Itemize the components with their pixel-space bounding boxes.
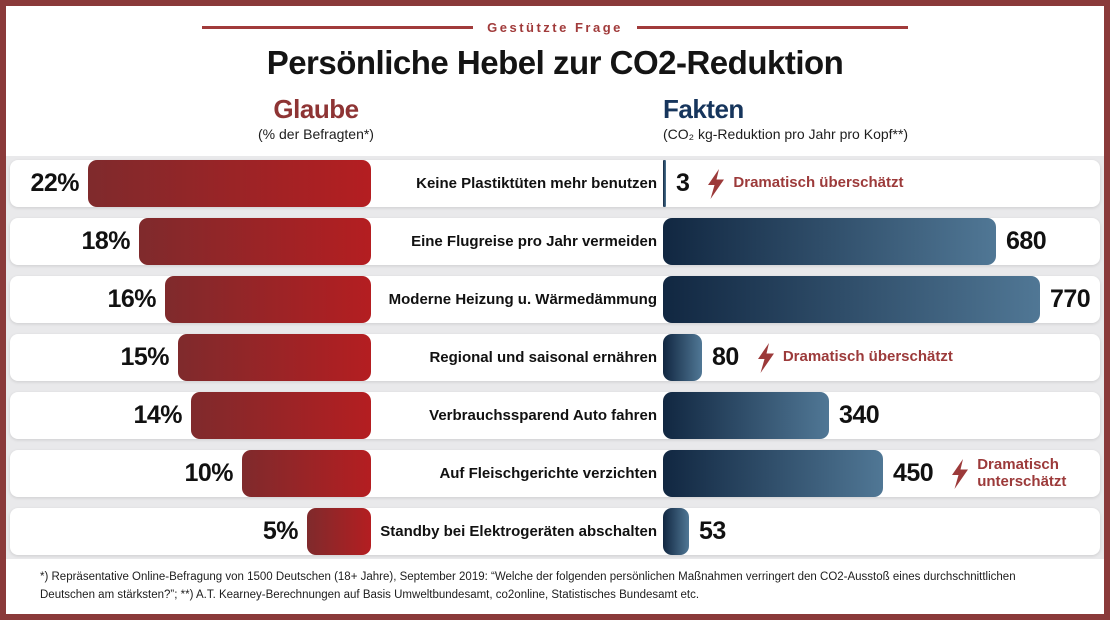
- belief-column-title: Glaube: [273, 94, 359, 124]
- facts-column-title: Fakten: [663, 94, 744, 124]
- belief-column-header: Glaube (% der Befragten*): [166, 94, 466, 142]
- belief-percent-label: 16%: [107, 285, 156, 313]
- belief-bar: [178, 334, 371, 381]
- kicker-right-rule: [636, 26, 908, 29]
- measure-label: Keine Plastiktüten mehr benutzen: [416, 175, 657, 192]
- fact-bar: [663, 450, 883, 497]
- chart-rows: 22% Keine Plastiktüten mehr benutzen 3 D…: [6, 156, 1104, 559]
- measure-label: Regional und saisonal ernähren: [429, 349, 657, 366]
- belief-section: 16%: [10, 276, 371, 323]
- column-headers: Glaube (% der Befragten*) Fakten (CO₂ kg…: [6, 94, 1104, 156]
- belief-percent-label: 22%: [30, 169, 79, 197]
- belief-section: 15%: [10, 334, 371, 381]
- measure-label: Eine Flugreise pro Jahr vermeiden: [411, 233, 657, 250]
- belief-percent-label: 18%: [81, 227, 130, 255]
- facts-section: 3 Dramatisch überschätzt: [663, 160, 1100, 207]
- facts-section: 770: [663, 276, 1100, 323]
- belief-column-subtitle: (% der Befragten*): [258, 126, 374, 142]
- chart-row: 5% Standby bei Elektrogeräten abschalten…: [10, 508, 1100, 555]
- chart-row: 22% Keine Plastiktüten mehr benutzen 3 D…: [10, 160, 1100, 207]
- belief-section: 5%: [10, 508, 371, 555]
- annotation-label: Dramatisch überschätzt: [733, 174, 904, 192]
- belief-percent-label: 5%: [262, 517, 299, 545]
- fact-value-label: 680: [1006, 227, 1047, 255]
- facts-column-subtitle: (CO₂ kg-Reduktion pro Jahr pro Kopf**): [663, 126, 909, 142]
- belief-section: 14%: [10, 392, 371, 439]
- belief-bar: [307, 508, 371, 555]
- chart-row: 10% Auf Fleischgerichte verzichten 450 D…: [10, 450, 1100, 497]
- fact-value-label: 450: [893, 459, 934, 487]
- facts-section: 80 Dramatisch überschätzt: [663, 334, 1100, 381]
- lightning-bolt-icon: [755, 342, 776, 373]
- measure-label: Standby bei Elektrogeräten abschalten: [380, 523, 657, 540]
- belief-bar: [88, 160, 371, 207]
- belief-section: 10%: [10, 450, 371, 497]
- belief-section: 18%: [10, 218, 371, 265]
- fact-value-label: 53: [699, 517, 726, 545]
- belief-percent-label: 14%: [133, 401, 182, 429]
- fact-bar: [663, 160, 666, 207]
- facts-column-header: Fakten (CO₂ kg-Reduktion pro Jahr pro Ko…: [663, 94, 908, 142]
- belief-bar: [165, 276, 371, 323]
- measure-label: Auf Fleischgerichte verzichten: [439, 465, 657, 482]
- fact-bar: [663, 276, 1040, 323]
- facts-section: 53: [663, 508, 1100, 555]
- fact-bar: [663, 218, 996, 265]
- fact-bar: [663, 334, 702, 381]
- fact-value-label: 770: [1050, 285, 1091, 313]
- fact-value-label: 3: [676, 169, 690, 197]
- annotation-label: Dramatisch überschätzt: [782, 348, 953, 366]
- belief-percent-label: 15%: [120, 343, 169, 371]
- facts-section: 450 Dramatisch unterschätzt: [663, 450, 1100, 497]
- belief-bar: [242, 450, 371, 497]
- chart-row: 15% Regional und saisonal ernähren 80 Dr…: [10, 334, 1100, 381]
- fact-value-label: 340: [839, 401, 880, 429]
- annotation-label: Dramatisch unterschätzt: [977, 455, 1067, 490]
- fact-bar: [663, 392, 829, 439]
- lightning-bolt-icon: [949, 458, 970, 489]
- belief-percent-label: 10%: [184, 459, 233, 487]
- page-title: Persönliche Hebel zur CO2-Reduktion: [266, 44, 844, 81]
- fact-bar: [663, 508, 689, 555]
- lightning-bolt-icon: [705, 168, 726, 199]
- chart-row: 18% Eine Flugreise pro Jahr vermeiden 68…: [10, 218, 1100, 265]
- footnote: *) Repräsentative Online-Befragung von 1…: [40, 571, 1016, 601]
- chart-row: 16% Moderne Heizung u. Wärmedämmung 770: [10, 276, 1100, 323]
- kicker-label: Gestützte Frage: [487, 20, 623, 35]
- fact-value-label: 80: [712, 343, 739, 371]
- belief-section: 22%: [10, 160, 371, 207]
- facts-section: 340: [663, 392, 1100, 439]
- measure-label: Verbrauchssparend Auto fahren: [429, 407, 657, 424]
- chart-row: 14% Verbrauchssparend Auto fahren 340: [10, 392, 1100, 439]
- kicker: Gestützte Frage: [202, 20, 908, 35]
- belief-bar: [191, 392, 371, 439]
- facts-section: 680: [663, 218, 1100, 265]
- measure-label: Moderne Heizung u. Wärmedämmung: [388, 291, 657, 308]
- belief-bar: [139, 218, 371, 265]
- kicker-left-rule: [202, 26, 474, 29]
